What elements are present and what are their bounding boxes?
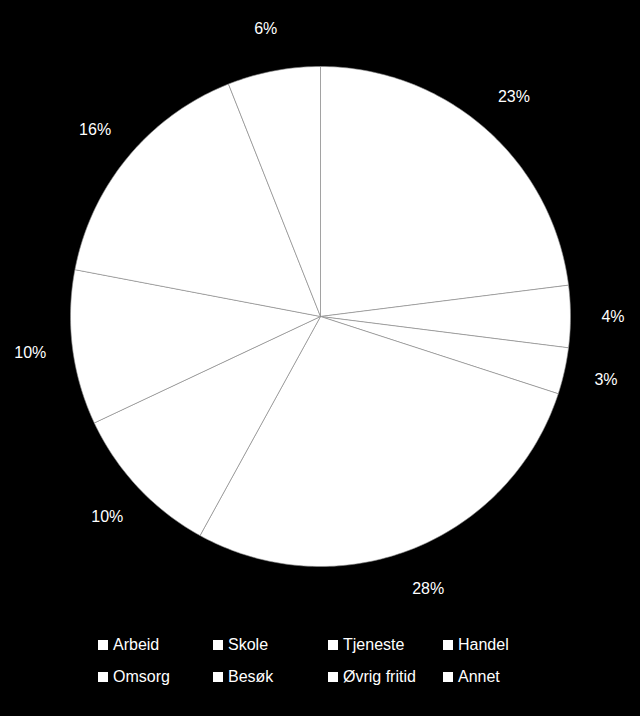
svg-text:16%: 16% xyxy=(79,121,111,138)
svg-text:23%: 23% xyxy=(498,88,530,105)
html-text:Tjeneste: Tjeneste xyxy=(343,636,405,653)
html-text:Skole: Skole xyxy=(228,636,268,653)
html-text:Øvrig fritid: Øvrig fritid xyxy=(343,668,416,685)
svg-text:6%: 6% xyxy=(254,20,277,37)
svg-text:3%: 3% xyxy=(594,371,617,388)
svg-text:10%: 10% xyxy=(14,344,46,361)
html-text:Annet: Annet xyxy=(458,668,500,685)
svg-text:28%: 28% xyxy=(412,580,444,597)
html-text:Handel: Handel xyxy=(458,636,509,653)
svg-text:10%: 10% xyxy=(91,508,123,525)
html-text:Arbeid: Arbeid xyxy=(113,636,160,653)
html-text:Omsorg: Omsorg xyxy=(113,668,170,685)
html-text:Besøk: Besøk xyxy=(228,668,274,685)
svg-text:4%: 4% xyxy=(601,308,624,325)
